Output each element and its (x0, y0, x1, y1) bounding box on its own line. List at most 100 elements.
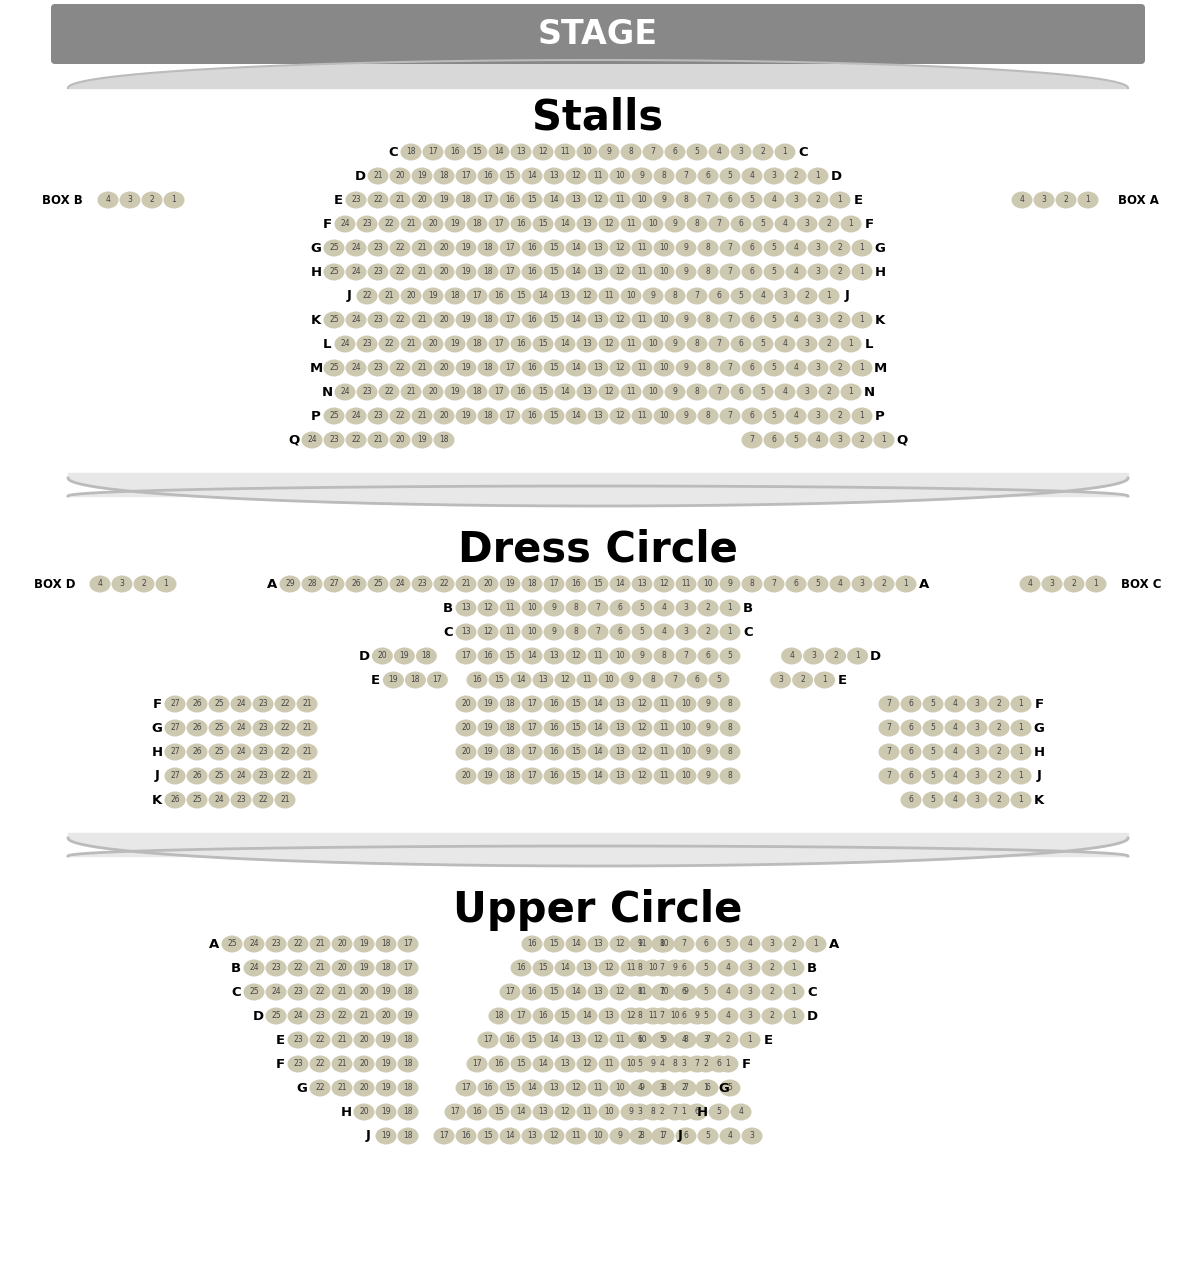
Text: 12: 12 (604, 220, 614, 229)
Ellipse shape (830, 359, 850, 377)
Ellipse shape (335, 383, 355, 401)
Ellipse shape (208, 695, 230, 713)
Ellipse shape (287, 935, 309, 953)
Ellipse shape (367, 311, 389, 329)
Ellipse shape (966, 695, 988, 713)
Ellipse shape (763, 431, 785, 449)
Text: 13: 13 (517, 148, 526, 157)
Text: 2: 2 (706, 603, 710, 613)
Text: 20: 20 (395, 436, 404, 445)
Text: BOX A: BOX A (1117, 193, 1159, 206)
Ellipse shape (275, 719, 295, 737)
Ellipse shape (488, 671, 509, 689)
Text: 13: 13 (549, 1083, 559, 1092)
Text: 5: 5 (771, 268, 776, 277)
Ellipse shape (445, 335, 465, 353)
Ellipse shape (354, 935, 374, 953)
Text: 9: 9 (629, 675, 634, 685)
Text: 12: 12 (615, 244, 624, 253)
Text: 1: 1 (1019, 723, 1024, 733)
Text: 2: 2 (1072, 579, 1076, 589)
Ellipse shape (252, 695, 274, 713)
Text: 14: 14 (572, 939, 581, 948)
Ellipse shape (433, 239, 454, 257)
Ellipse shape (521, 743, 543, 761)
Text: 19: 19 (462, 268, 471, 277)
Text: 8: 8 (684, 1035, 689, 1044)
Text: 7: 7 (682, 939, 687, 948)
Text: 12: 12 (483, 603, 493, 613)
Ellipse shape (629, 1103, 651, 1120)
Ellipse shape (697, 647, 719, 665)
Text: 6: 6 (706, 172, 710, 181)
Text: 25: 25 (249, 987, 258, 996)
Text: 23: 23 (236, 795, 246, 804)
Ellipse shape (742, 311, 763, 329)
Text: 21: 21 (395, 196, 404, 205)
Text: 1: 1 (1019, 795, 1024, 804)
Ellipse shape (372, 647, 393, 665)
Ellipse shape (477, 767, 499, 785)
Text: 2: 2 (800, 675, 805, 685)
Ellipse shape (367, 239, 389, 257)
Ellipse shape (500, 743, 520, 761)
Ellipse shape (587, 359, 609, 377)
Ellipse shape (673, 1031, 695, 1049)
Ellipse shape (989, 743, 1009, 761)
Text: 25: 25 (329, 412, 338, 421)
Text: 4: 4 (794, 268, 799, 277)
Ellipse shape (610, 983, 630, 1001)
Ellipse shape (697, 263, 719, 281)
Text: 1: 1 (792, 987, 797, 996)
Text: 24: 24 (352, 268, 361, 277)
Ellipse shape (356, 287, 378, 305)
Text: 26: 26 (193, 747, 202, 756)
Text: 17: 17 (505, 316, 514, 325)
Text: 7: 7 (596, 603, 600, 613)
Ellipse shape (488, 144, 509, 161)
Ellipse shape (720, 599, 740, 617)
Ellipse shape (631, 192, 653, 209)
Text: 21: 21 (316, 963, 325, 972)
Ellipse shape (720, 647, 740, 665)
Text: Q: Q (288, 434, 300, 446)
Text: 3: 3 (975, 747, 980, 756)
Text: 22: 22 (280, 699, 289, 709)
Text: 4: 4 (661, 603, 666, 613)
Text: 3: 3 (120, 579, 124, 589)
Ellipse shape (310, 1079, 330, 1096)
Ellipse shape (653, 719, 675, 737)
Ellipse shape (422, 144, 444, 161)
Text: 8: 8 (727, 747, 732, 756)
Ellipse shape (576, 287, 598, 305)
Text: 21: 21 (417, 316, 427, 325)
Ellipse shape (818, 335, 840, 353)
Text: 25: 25 (329, 316, 338, 325)
Ellipse shape (642, 1055, 664, 1072)
Text: 21: 21 (303, 771, 312, 780)
Text: 20: 20 (359, 987, 368, 996)
Text: 18: 18 (407, 148, 416, 157)
Text: 1: 1 (703, 1083, 708, 1092)
Ellipse shape (697, 1079, 719, 1096)
Text: 15: 15 (505, 1083, 514, 1092)
Ellipse shape (676, 647, 696, 665)
Ellipse shape (786, 431, 806, 449)
Ellipse shape (354, 1031, 374, 1049)
Text: 18: 18 (462, 196, 471, 205)
Text: 11: 11 (637, 268, 647, 277)
Ellipse shape (422, 215, 444, 233)
Text: 20: 20 (462, 747, 471, 756)
Text: 2: 2 (703, 1059, 708, 1068)
Text: 1: 1 (849, 388, 854, 397)
Text: 21: 21 (417, 268, 427, 277)
Text: 12: 12 (615, 268, 624, 277)
Ellipse shape (720, 239, 740, 257)
Text: 13: 13 (615, 723, 624, 733)
Ellipse shape (532, 287, 554, 305)
Text: 2: 2 (761, 148, 765, 157)
Ellipse shape (367, 168, 389, 185)
Text: A: A (267, 578, 277, 590)
Text: 4: 4 (727, 1131, 732, 1140)
Ellipse shape (631, 767, 653, 785)
